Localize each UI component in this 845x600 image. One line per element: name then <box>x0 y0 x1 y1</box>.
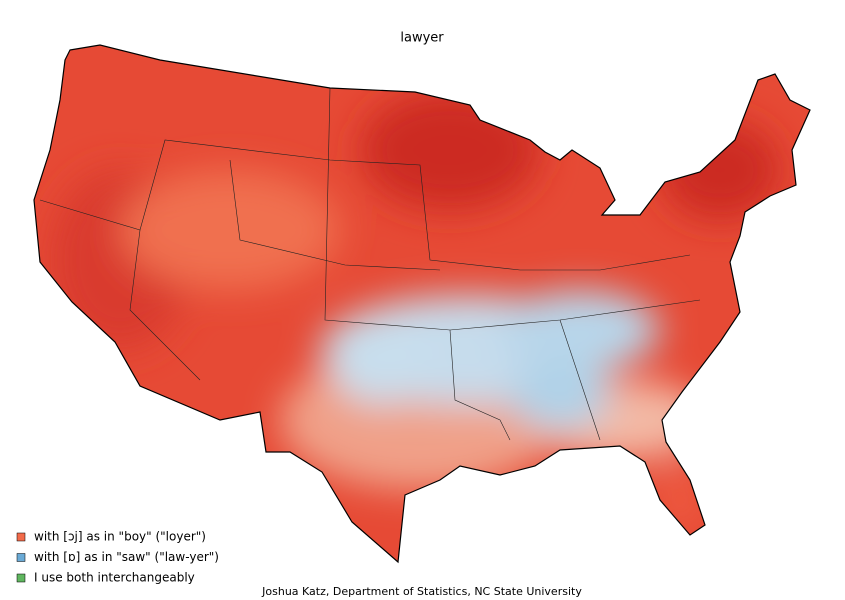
legend-label: I use both interchangeably <box>34 571 195 585</box>
us-outline <box>33 44 811 564</box>
legend-swatch <box>16 532 26 542</box>
legend-swatch <box>16 573 26 583</box>
legend-label: with [ɒ] as in "saw" ("law-yer") <box>34 550 219 564</box>
map-title: lawyer <box>400 31 444 46</box>
legend-swatch <box>16 553 26 562</box>
legend-label: with [ɔj] as in "boy" ("loyer") <box>34 530 206 544</box>
credit: Joshua Katz, Department of Statistics, N… <box>261 585 582 598</box>
legend: with [ɔj] as in "boy" ("loyer") with [ɒ] … <box>16 530 219 585</box>
